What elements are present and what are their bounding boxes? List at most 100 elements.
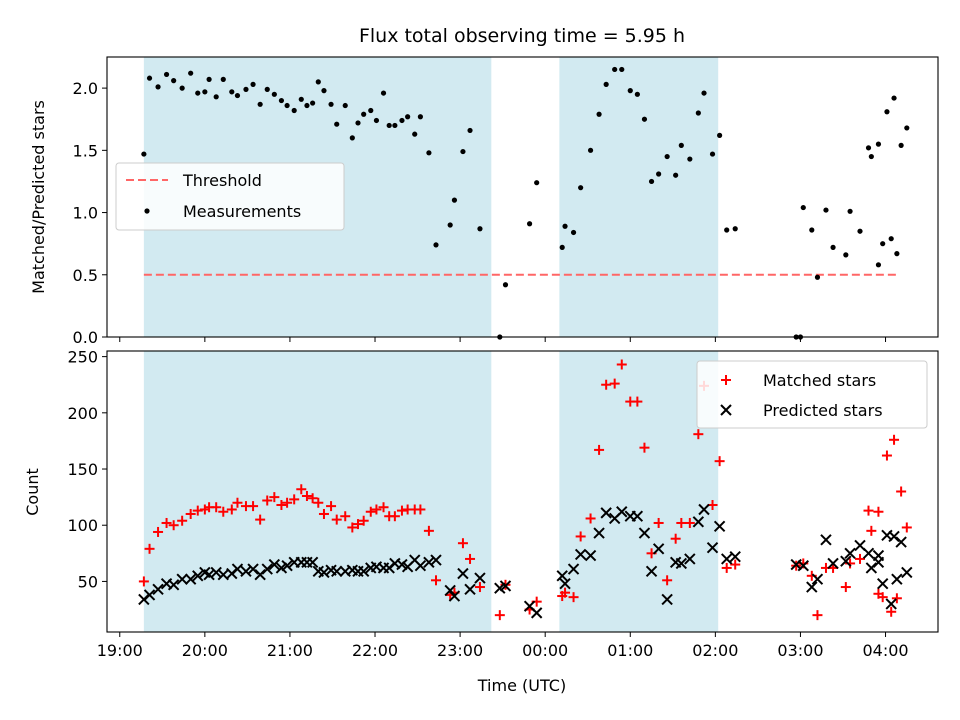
predicted-star-point: [423, 556, 435, 569]
matched-star-point: [896, 486, 907, 497]
matched-star-point: [226, 504, 237, 515]
measurement-point: [146, 75, 153, 81]
ratio-legend: Threshold Measurements: [115, 162, 345, 231]
matched-star-point: [296, 484, 307, 495]
measurement-point: [257, 101, 263, 107]
measurement-point: [830, 244, 836, 250]
measurement-point: [467, 127, 473, 134]
predicted-star-point: [844, 547, 856, 560]
predicted-star-point: [706, 541, 719, 554]
matched-star-point: [378, 502, 389, 513]
measurement-point: [298, 96, 304, 102]
predicted-star-point: [827, 557, 839, 570]
matched-star-point: [282, 497, 293, 508]
measurement-point: [619, 66, 625, 73]
predicted-star-point: [684, 553, 696, 565]
y-tick-label: 100: [67, 516, 98, 535]
predicted-star-point: [713, 520, 726, 533]
measurement-point: [426, 150, 432, 156]
measurement-point: [884, 109, 890, 115]
matched-star-point: [670, 533, 681, 544]
measurement-point: [732, 226, 738, 232]
predicted-star-point: [862, 547, 875, 560]
measurement-point: [451, 197, 458, 203]
matched-star-point: [389, 511, 400, 522]
measurement-point: [894, 251, 900, 257]
measurement-point: [213, 94, 219, 100]
measurement-point: [229, 89, 235, 95]
matched-star-point: [721, 562, 732, 573]
predicted-star-point: [692, 516, 705, 528]
matched-star-point: [632, 396, 643, 407]
measurement-point: [687, 156, 693, 162]
matched-star-point: [248, 501, 259, 512]
measurement-point: [250, 81, 256, 87]
measurement-point: [433, 242, 439, 248]
predicted-star-point: [474, 572, 486, 584]
matched-star-point: [877, 592, 888, 603]
measurement-point: [284, 102, 290, 109]
measurement-point: [321, 88, 327, 94]
predicted-star-point: [167, 579, 180, 591]
predicted-star-point: [261, 563, 273, 575]
legend-predicted-label: Predicted stars: [763, 401, 883, 420]
matched-star-point: [423, 525, 434, 536]
measurement-point: [179, 85, 185, 91]
y-tick-label: 150: [67, 460, 98, 479]
predicted-star-point: [281, 559, 293, 572]
measurement-point: [814, 274, 821, 280]
y-tick-label: 0.5: [73, 266, 98, 285]
predicted-star-point: [891, 573, 903, 585]
measurement-point: [188, 70, 194, 76]
matched-star-point: [873, 506, 884, 517]
measurement-point: [405, 114, 411, 120]
measurement-point: [355, 120, 361, 126]
matched-star-point: [585, 513, 596, 524]
matched-star-point: [594, 444, 605, 455]
predicted-star-point: [556, 570, 568, 582]
observing-window-band: [559, 351, 719, 632]
matched-star-point: [396, 505, 407, 516]
measurement-point: [701, 90, 707, 96]
measurement-point: [875, 262, 882, 268]
measurement-point: [304, 102, 310, 109]
measurement-point: [234, 92, 241, 99]
matched-star-point: [568, 592, 579, 603]
x-tick-label: 00:00: [522, 641, 568, 660]
measurement-point: [380, 90, 387, 96]
measurement-point: [310, 100, 316, 106]
matched-star-point: [331, 514, 342, 525]
count-y-axis-label: Count: [23, 468, 42, 516]
x-tick-label: 19:00: [97, 641, 143, 660]
matched-star-point: [340, 511, 351, 522]
measurement-point: [195, 90, 201, 96]
measurement-point: [141, 151, 147, 157]
measurement-point: [875, 141, 882, 147]
ratio-panel: 0.00.51.01.52.0 Matched/Predicted stars …: [29, 56, 939, 347]
matched-star-point: [840, 582, 851, 593]
matched-star-point: [168, 520, 179, 531]
matched-star-point: [601, 379, 612, 390]
predicted-star-point: [143, 589, 156, 601]
predicted-star-point: [430, 554, 442, 566]
measurement-point: [673, 172, 679, 178]
predicted-star-point: [631, 510, 644, 522]
matched-star-point: [185, 508, 196, 519]
measurement-point: [477, 226, 483, 232]
measurement-point: [206, 76, 212, 82]
measurement-point: [342, 102, 348, 109]
measurement-point: [880, 241, 886, 247]
measurement-point: [368, 107, 374, 114]
predicted-star-point: [720, 553, 733, 565]
matched-star-point: [153, 526, 164, 537]
measurement-point: [202, 89, 208, 95]
measurement-point: [865, 145, 872, 151]
measurement-point: [386, 122, 392, 129]
predicted-star-point: [559, 577, 571, 590]
predicted-star-point: [661, 593, 673, 606]
count-plot-frame: [106, 350, 939, 633]
y-tick-label: 1.0: [73, 204, 98, 223]
measurement-point: [502, 282, 509, 288]
matched-star-point: [693, 429, 704, 440]
ratio-y-axis-label: Matched/Predicted stars: [29, 100, 48, 294]
